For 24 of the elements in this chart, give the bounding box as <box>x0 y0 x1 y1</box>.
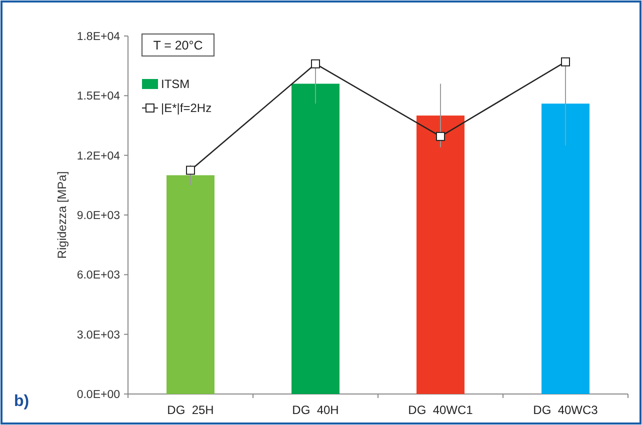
point <box>436 132 445 141</box>
point <box>186 166 195 175</box>
x-tick-label: DG 40H <box>292 403 339 417</box>
annotation: T = 20°C <box>153 38 203 52</box>
y-tick-label: 1.5E+04 <box>76 90 121 103</box>
y-tick-label: 9.0E+03 <box>76 210 120 222</box>
bar <box>166 175 214 394</box>
y-axis-title: Rigidezza [MPa] <box>55 171 69 259</box>
bar <box>416 116 464 394</box>
y-tick-label: 0.0E+00 <box>76 389 120 402</box>
point <box>311 59 320 68</box>
y-tick-label: 3.0E+03 <box>76 329 120 342</box>
y-tick-label: 6.0E+03 <box>76 270 120 282</box>
legend-label: ITSM <box>161 77 190 92</box>
y-tick-label: 1.2E+04 <box>76 150 121 162</box>
y-tick-label: 1.8E+04 <box>76 31 121 44</box>
text: b) <box>14 393 30 410</box>
bar <box>542 104 590 394</box>
legend-label: |E*|f=2Hz <box>161 101 212 116</box>
x-tick-label: DG 25H <box>167 403 214 417</box>
x-tick-label: DG 40WC3 <box>533 403 598 417</box>
x-tick-label: DG 40WC1 <box>408 403 474 417</box>
point <box>561 57 570 66</box>
bar <box>292 84 340 394</box>
